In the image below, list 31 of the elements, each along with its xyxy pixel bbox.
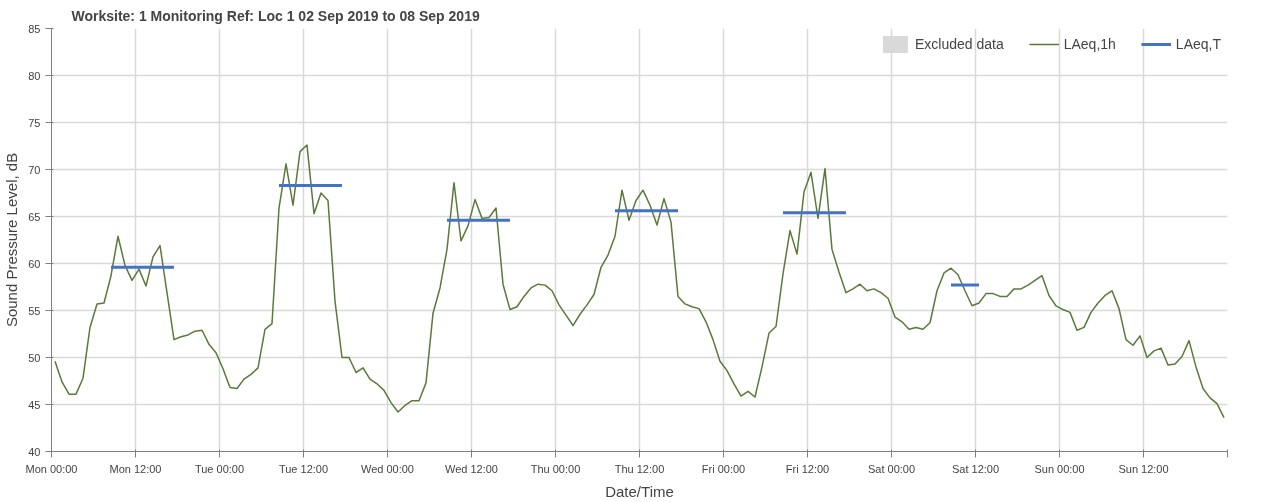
y-tick-label: 60: [28, 257, 41, 270]
x-tick-label: Sat 00:00: [867, 462, 916, 475]
x-tick-label: Thu 00:00: [530, 462, 581, 475]
x-tick-label: Tue 12:00: [278, 462, 329, 475]
x-tick-label: Mon 12:00: [109, 462, 162, 475]
x-tick-label: Thu 12:00: [614, 462, 665, 475]
x-tick-label: Sat 12:00: [951, 462, 1000, 475]
x-tick-label: Sun 00:00: [1034, 462, 1085, 475]
y-tick-label: 80: [28, 69, 41, 82]
line-series: [54, 144, 1225, 419]
x-tick-label: Fri 12:00: [785, 462, 830, 475]
x-tick-label: Mon 00:00: [25, 462, 78, 475]
y-tick-label: 55: [28, 304, 41, 317]
legend-label: LAeq,1h: [1063, 36, 1116, 52]
y-axis-title: Sound Pressure Level, dB: [3, 152, 21, 328]
y-tick-label: 85: [28, 22, 41, 35]
y-tick-label: 70: [28, 163, 41, 176]
y-tick-label: 50: [28, 351, 41, 364]
x-tick-label: Sun 12:00: [1118, 462, 1169, 475]
legend-label: LAeq,T: [1175, 36, 1221, 52]
chart-title: Worksite: 1 Monitoring Ref: Loc 1 02 Sep 2019 to 08 Sep 2019: [71, 7, 480, 24]
x-tick-label: Wed 00:00: [361, 462, 415, 475]
y-tick-label: 40: [28, 445, 41, 458]
x-tick-label: Wed 12:00: [445, 462, 499, 475]
y-tick-label: 65: [28, 210, 41, 223]
x-tick-label: Tue 00:00: [194, 462, 245, 475]
y-tick-label: 45: [28, 398, 41, 411]
legend-label: Excluded data: [914, 36, 1004, 52]
x-tick-label: Fri 00:00: [701, 462, 746, 475]
y-tick-label: 75: [28, 116, 41, 129]
x-axis-title: Date/Time: [605, 482, 674, 500]
